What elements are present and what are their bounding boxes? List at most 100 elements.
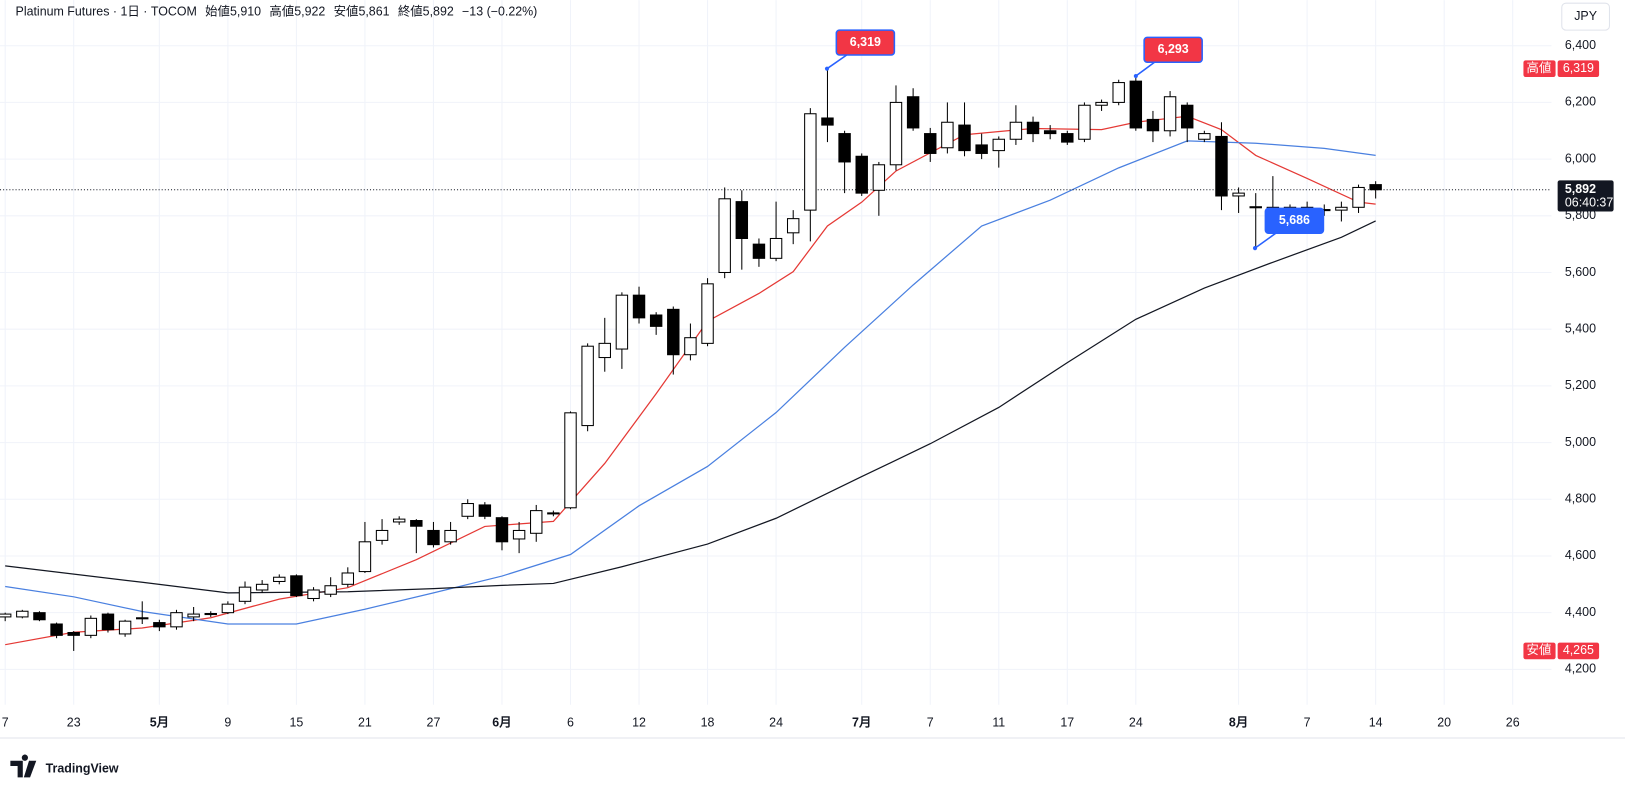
y-tick-label: 6,200 (1565, 95, 1596, 109)
candle-body (153, 622, 166, 628)
candle-body (101, 613, 115, 631)
currency-button[interactable] (1561, 2, 1610, 31)
candle-body (273, 576, 286, 583)
grid (0, 0, 1552, 705)
currency-label: JPY (1574, 9, 1597, 23)
callout-label: 6,319 (850, 35, 881, 49)
x-tick-label: 6 (567, 716, 574, 730)
candle-body (461, 503, 474, 517)
candle-body (1163, 96, 1177, 132)
header-item-value: 5,861 (358, 5, 389, 19)
callout-pointer (826, 54, 848, 70)
candle-body (941, 121, 954, 149)
candle-body (1215, 135, 1228, 197)
x-tick-label: 20 (1437, 716, 1451, 730)
candle-body (889, 101, 903, 166)
y-tick-label: 4,800 (1565, 492, 1596, 506)
candle-body (975, 144, 988, 154)
x-tick-label: 7 (2, 716, 9, 730)
x-tick-label: 21 (358, 716, 372, 730)
logo-icon (10, 754, 37, 778)
callout-pointer (1135, 61, 1155, 77)
y-tick-label: 5,400 (1565, 321, 1596, 335)
candle-body (649, 314, 663, 327)
candle-body (581, 345, 594, 427)
y-tick-label: 4,200 (1565, 662, 1596, 676)
last-price-box (1557, 180, 1614, 212)
candle-body (341, 572, 355, 585)
candle-body (667, 308, 680, 356)
x-tick-label: 7 (927, 716, 934, 730)
candle-body (615, 294, 629, 350)
candle-body (1249, 206, 1262, 209)
candle-body (290, 575, 303, 597)
candle-body (786, 218, 800, 234)
candle-body (50, 623, 63, 636)
candle-body (598, 342, 611, 359)
x-tick-label: 27 (427, 716, 441, 730)
candle-body (1352, 186, 1365, 208)
moving-average-line (5, 115, 1376, 646)
logo: TradingView (10, 754, 119, 778)
candle-body (204, 612, 217, 616)
callout-point (824, 66, 830, 71)
price-tag-name-box (1523, 60, 1556, 77)
y-tick-label: 5,800 (1565, 208, 1596, 222)
candle-body (735, 201, 749, 239)
countdown-label: 06:40:37 (1565, 195, 1613, 209)
y-tick-label: 4,600 (1565, 548, 1596, 562)
candle-body (427, 529, 440, 546)
price-tag-name: 安値 (1527, 642, 1552, 657)
candle-body (307, 589, 320, 600)
candle-body (1095, 101, 1108, 106)
header-text: Platinum Futures · 1日 · TOCOM 始値5,910 高値5,… (16, 4, 538, 19)
callout-box (835, 29, 896, 56)
candle-body (752, 243, 766, 259)
candle-body (906, 96, 920, 129)
header-title: Platinum Futures · 1日 · TOCOM (16, 5, 197, 19)
moving-average-line (5, 220, 1376, 594)
header-change: −13 (−0.22%) (462, 5, 537, 19)
candle-body (392, 518, 406, 523)
x-tick-label: 11 (992, 716, 1005, 730)
y-tick-label: 5,600 (1565, 265, 1596, 279)
candle-body (67, 631, 80, 636)
price-tag-box (1557, 642, 1600, 660)
brand-name: TradingView (46, 761, 119, 775)
price-tag-value: 4,265 (1563, 643, 1594, 657)
candle-body (1232, 192, 1245, 197)
candle-body (1078, 104, 1091, 140)
x-tick-label: 23 (67, 716, 81, 730)
header-item-value: 5,892 (423, 5, 454, 19)
candle-body (358, 541, 372, 573)
x-tick-label: 7月 (852, 716, 871, 730)
candle-body (718, 198, 731, 274)
candle-body (1335, 206, 1348, 211)
price-tag-name-box (1523, 642, 1556, 660)
callout-box (1143, 36, 1203, 64)
moving-average-line (5, 140, 1376, 625)
candle-body (547, 512, 560, 515)
candle-body (410, 520, 423, 527)
candle-body (632, 294, 646, 319)
candle-body (992, 138, 1005, 152)
candle-body (838, 133, 851, 163)
y-tick-label: 6,000 (1565, 151, 1596, 165)
candle-body (495, 517, 509, 543)
candle-body (512, 529, 526, 540)
candle-body (1061, 133, 1074, 143)
x-tick-label: 8月 (1229, 716, 1248, 730)
candle-body (924, 133, 937, 154)
x-tick-label: 5月 (150, 716, 169, 730)
candle-body (1129, 80, 1143, 129)
candle-body (375, 529, 389, 541)
y-tick-label: 6,400 (1565, 38, 1596, 52)
header: Platinum Futures · 1日 · TOCOM 始値5,910 高値5,… (16, 4, 538, 19)
candle-body (872, 164, 886, 191)
header-item-value: 5,922 (294, 5, 325, 19)
candle-body (16, 610, 29, 618)
price-tag-value: 6,319 (1563, 61, 1594, 75)
y-tick-label: 5,000 (1565, 435, 1596, 449)
